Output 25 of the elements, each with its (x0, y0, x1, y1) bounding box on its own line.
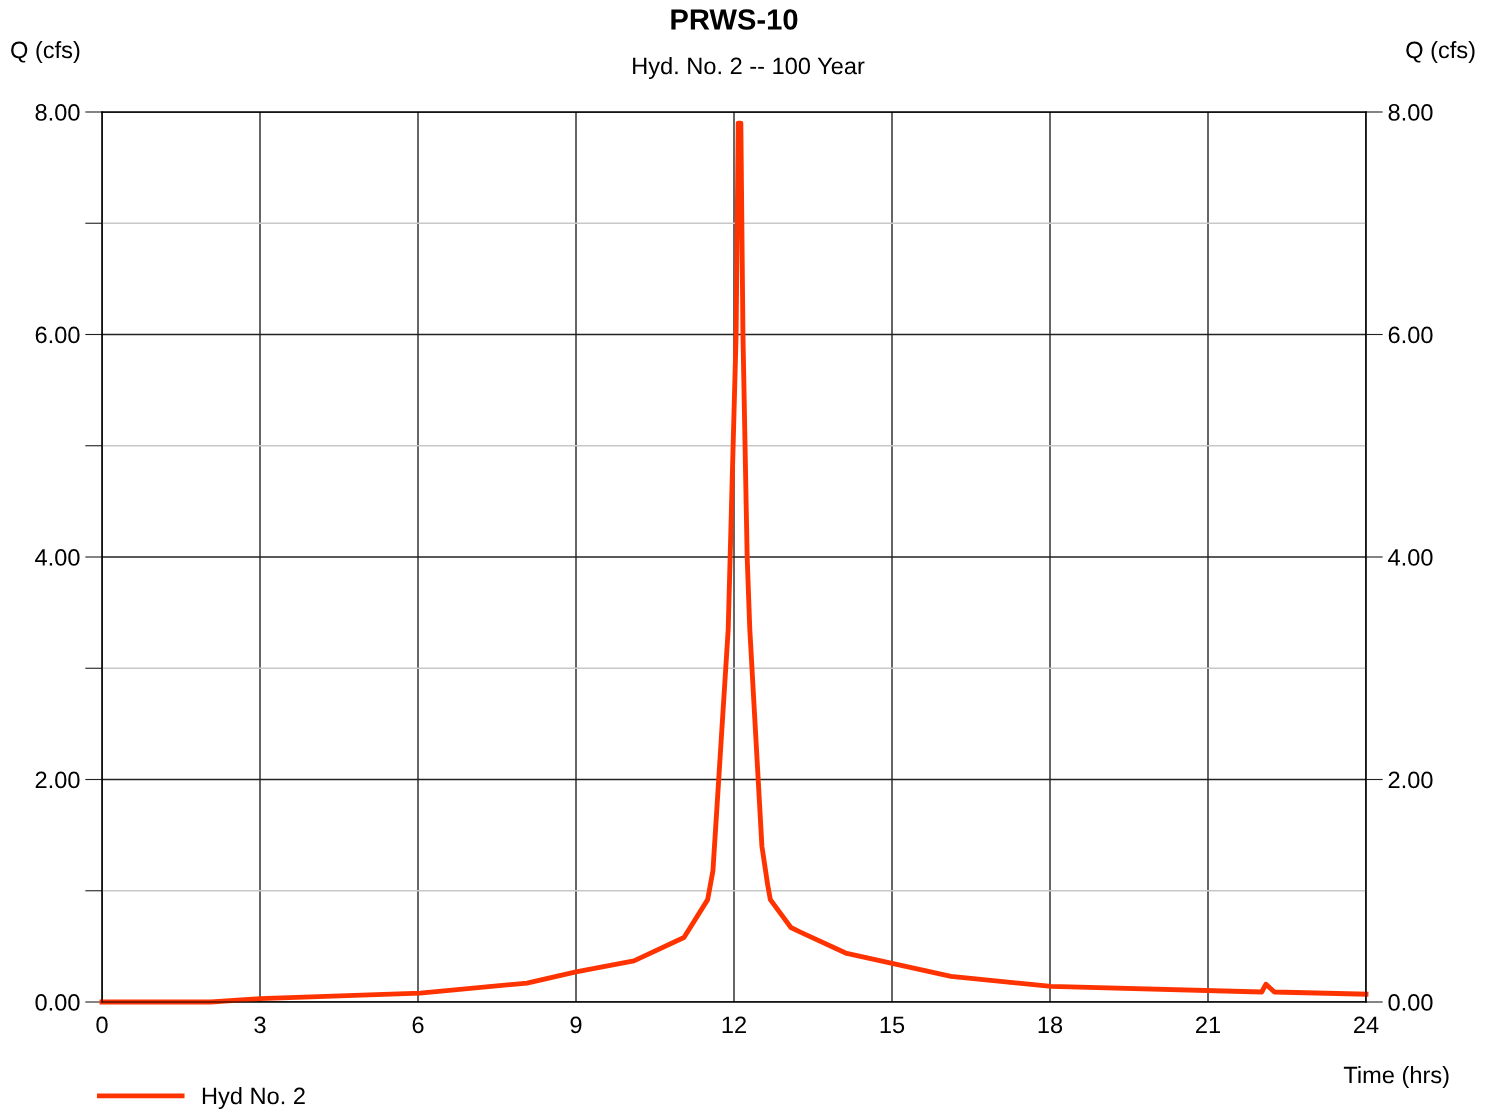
chart-subtitle: Hyd. No. 2 -- 100 Year (633, 57, 865, 79)
x-tick-label: 3 (254, 1016, 266, 1034)
y2-axis-title: Q (cfs) (1406, 41, 1475, 63)
x-tick-label: 24 (1354, 1016, 1379, 1033)
y2-tick-label: 2.00 (1388, 771, 1433, 789)
x-tick-label: 12 (722, 1016, 746, 1033)
y2-tick-label: 4.00 (1388, 549, 1433, 566)
y-tick-label: 0.00 (35, 994, 80, 1011)
x-tick-label: 15 (880, 1016, 905, 1034)
x-axis-title: Time (hrs) (1343, 1065, 1449, 1088)
y2-tick-label: 8.00 (1388, 104, 1433, 121)
y-tick-label: 2.00 (35, 771, 80, 789)
y-tick-label: 4.00 (35, 549, 80, 566)
x-tick-label: 18 (1038, 1016, 1063, 1034)
y-tick-label: 8.00 (35, 104, 80, 121)
x-tick-label: 6 (412, 1016, 424, 1034)
x-tick-label: 0 (96, 1016, 108, 1034)
x-tick-label: 21 (1196, 1016, 1220, 1033)
y2-tick-label: 0.00 (1388, 994, 1433, 1011)
y-tick-label: 6.00 (35, 326, 80, 344)
legend-label: Hyd No. 2 (202, 1086, 305, 1110)
x-tick-label: 9 (570, 1016, 582, 1034)
y-axis-title: Q (cfs) (11, 41, 80, 63)
y2-tick-label: 6.00 (1388, 326, 1433, 344)
chart-title: PRWS-10 (671, 9, 798, 30)
